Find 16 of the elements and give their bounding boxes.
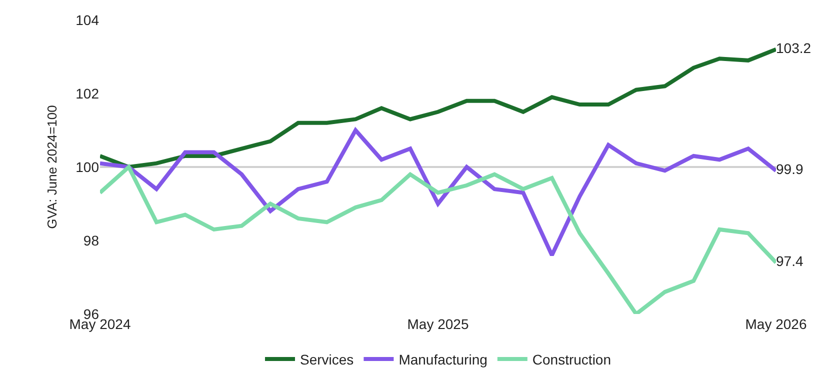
y-axis-title: GVA: June 2024=100 bbox=[44, 105, 60, 229]
x-tick-label: May 2026 bbox=[745, 316, 807, 332]
y-tick-label: 104 bbox=[76, 12, 100, 28]
y-tick-label: 102 bbox=[76, 85, 100, 102]
y-tick-label: 100 bbox=[76, 158, 100, 175]
legend-label: Construction bbox=[532, 351, 611, 368]
x-tick-label: May 2025 bbox=[407, 316, 469, 332]
data-label: 99.9 bbox=[776, 161, 804, 178]
legend-label: Services bbox=[300, 351, 354, 368]
line-series bbox=[100, 47, 776, 169]
data-label: 103.2 bbox=[776, 40, 812, 56]
legend-label: Manufacturing bbox=[398, 351, 488, 368]
line-series bbox=[100, 165, 776, 314]
data-label: 97.4 bbox=[776, 253, 804, 270]
y-tick-label: 98 bbox=[83, 232, 100, 248]
line-series bbox=[100, 128, 776, 258]
